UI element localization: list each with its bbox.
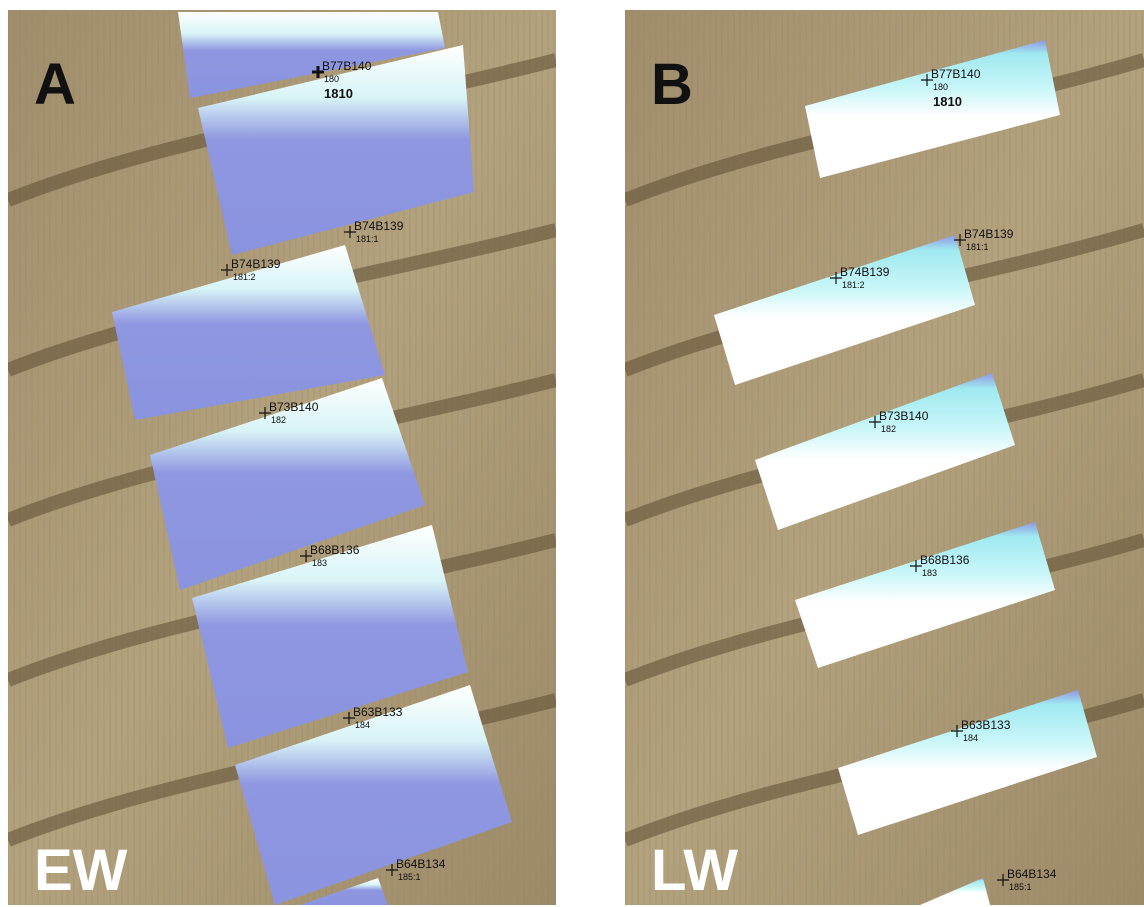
- marker-sub: 184: [355, 720, 370, 730]
- marker-id: B68B136: [920, 553, 970, 567]
- marker-id: B64B134: [1007, 867, 1057, 881]
- marker-sub: 181:1: [966, 242, 989, 252]
- marker-sub: 180: [933, 82, 948, 92]
- marker-id: B77B140: [931, 67, 981, 81]
- panel-label: A: [34, 52, 76, 117]
- marker-sub: 183: [312, 558, 327, 568]
- marker-sub: 182: [881, 424, 896, 434]
- marker-id: B63B133: [353, 705, 403, 719]
- panel-a: B77B1401801810B74B139181:1B74B139181:2B7…: [8, 10, 556, 905]
- marker-year: 1810: [933, 94, 962, 109]
- marker-id: B63B133: [961, 718, 1011, 732]
- panel-label: B: [651, 52, 693, 117]
- marker-id: B64B134: [396, 857, 446, 871]
- marker-id: B68B136: [310, 543, 360, 557]
- marker-sub: 181:2: [842, 280, 865, 290]
- panel-footer: EW: [34, 838, 128, 903]
- marker-sub: 185:1: [398, 872, 421, 882]
- marker-sub: 180: [324, 74, 339, 84]
- marker-id: B74B139: [964, 227, 1014, 241]
- marker-sub: 181:2: [233, 272, 256, 282]
- panel-footer: LW: [651, 838, 738, 903]
- marker-sub: 182: [271, 415, 286, 425]
- marker-sub: 184: [963, 733, 978, 743]
- marker-sub: 183: [922, 568, 937, 578]
- marker-id: B74B139: [231, 257, 281, 271]
- panel-b: B77B1401801810B74B139181:1B74B139181:2B7…: [625, 10, 1144, 905]
- marker-sub: 181:1: [356, 234, 379, 244]
- page: {"panels": [ {"label": "A", "footer": "E…: [0, 0, 1144, 907]
- figure: B77B1401801810B74B139181:1B74B139181:2B7…: [0, 0, 1144, 907]
- marker-id: B73B140: [269, 400, 319, 414]
- marker-id: B74B139: [840, 265, 890, 279]
- marker-id: B74B139: [354, 219, 404, 233]
- marker-year: 1810: [324, 86, 353, 101]
- marker-sub: 185:1: [1009, 882, 1032, 892]
- marker-id: B77B140: [322, 59, 372, 73]
- marker-id: B73B140: [879, 409, 929, 423]
